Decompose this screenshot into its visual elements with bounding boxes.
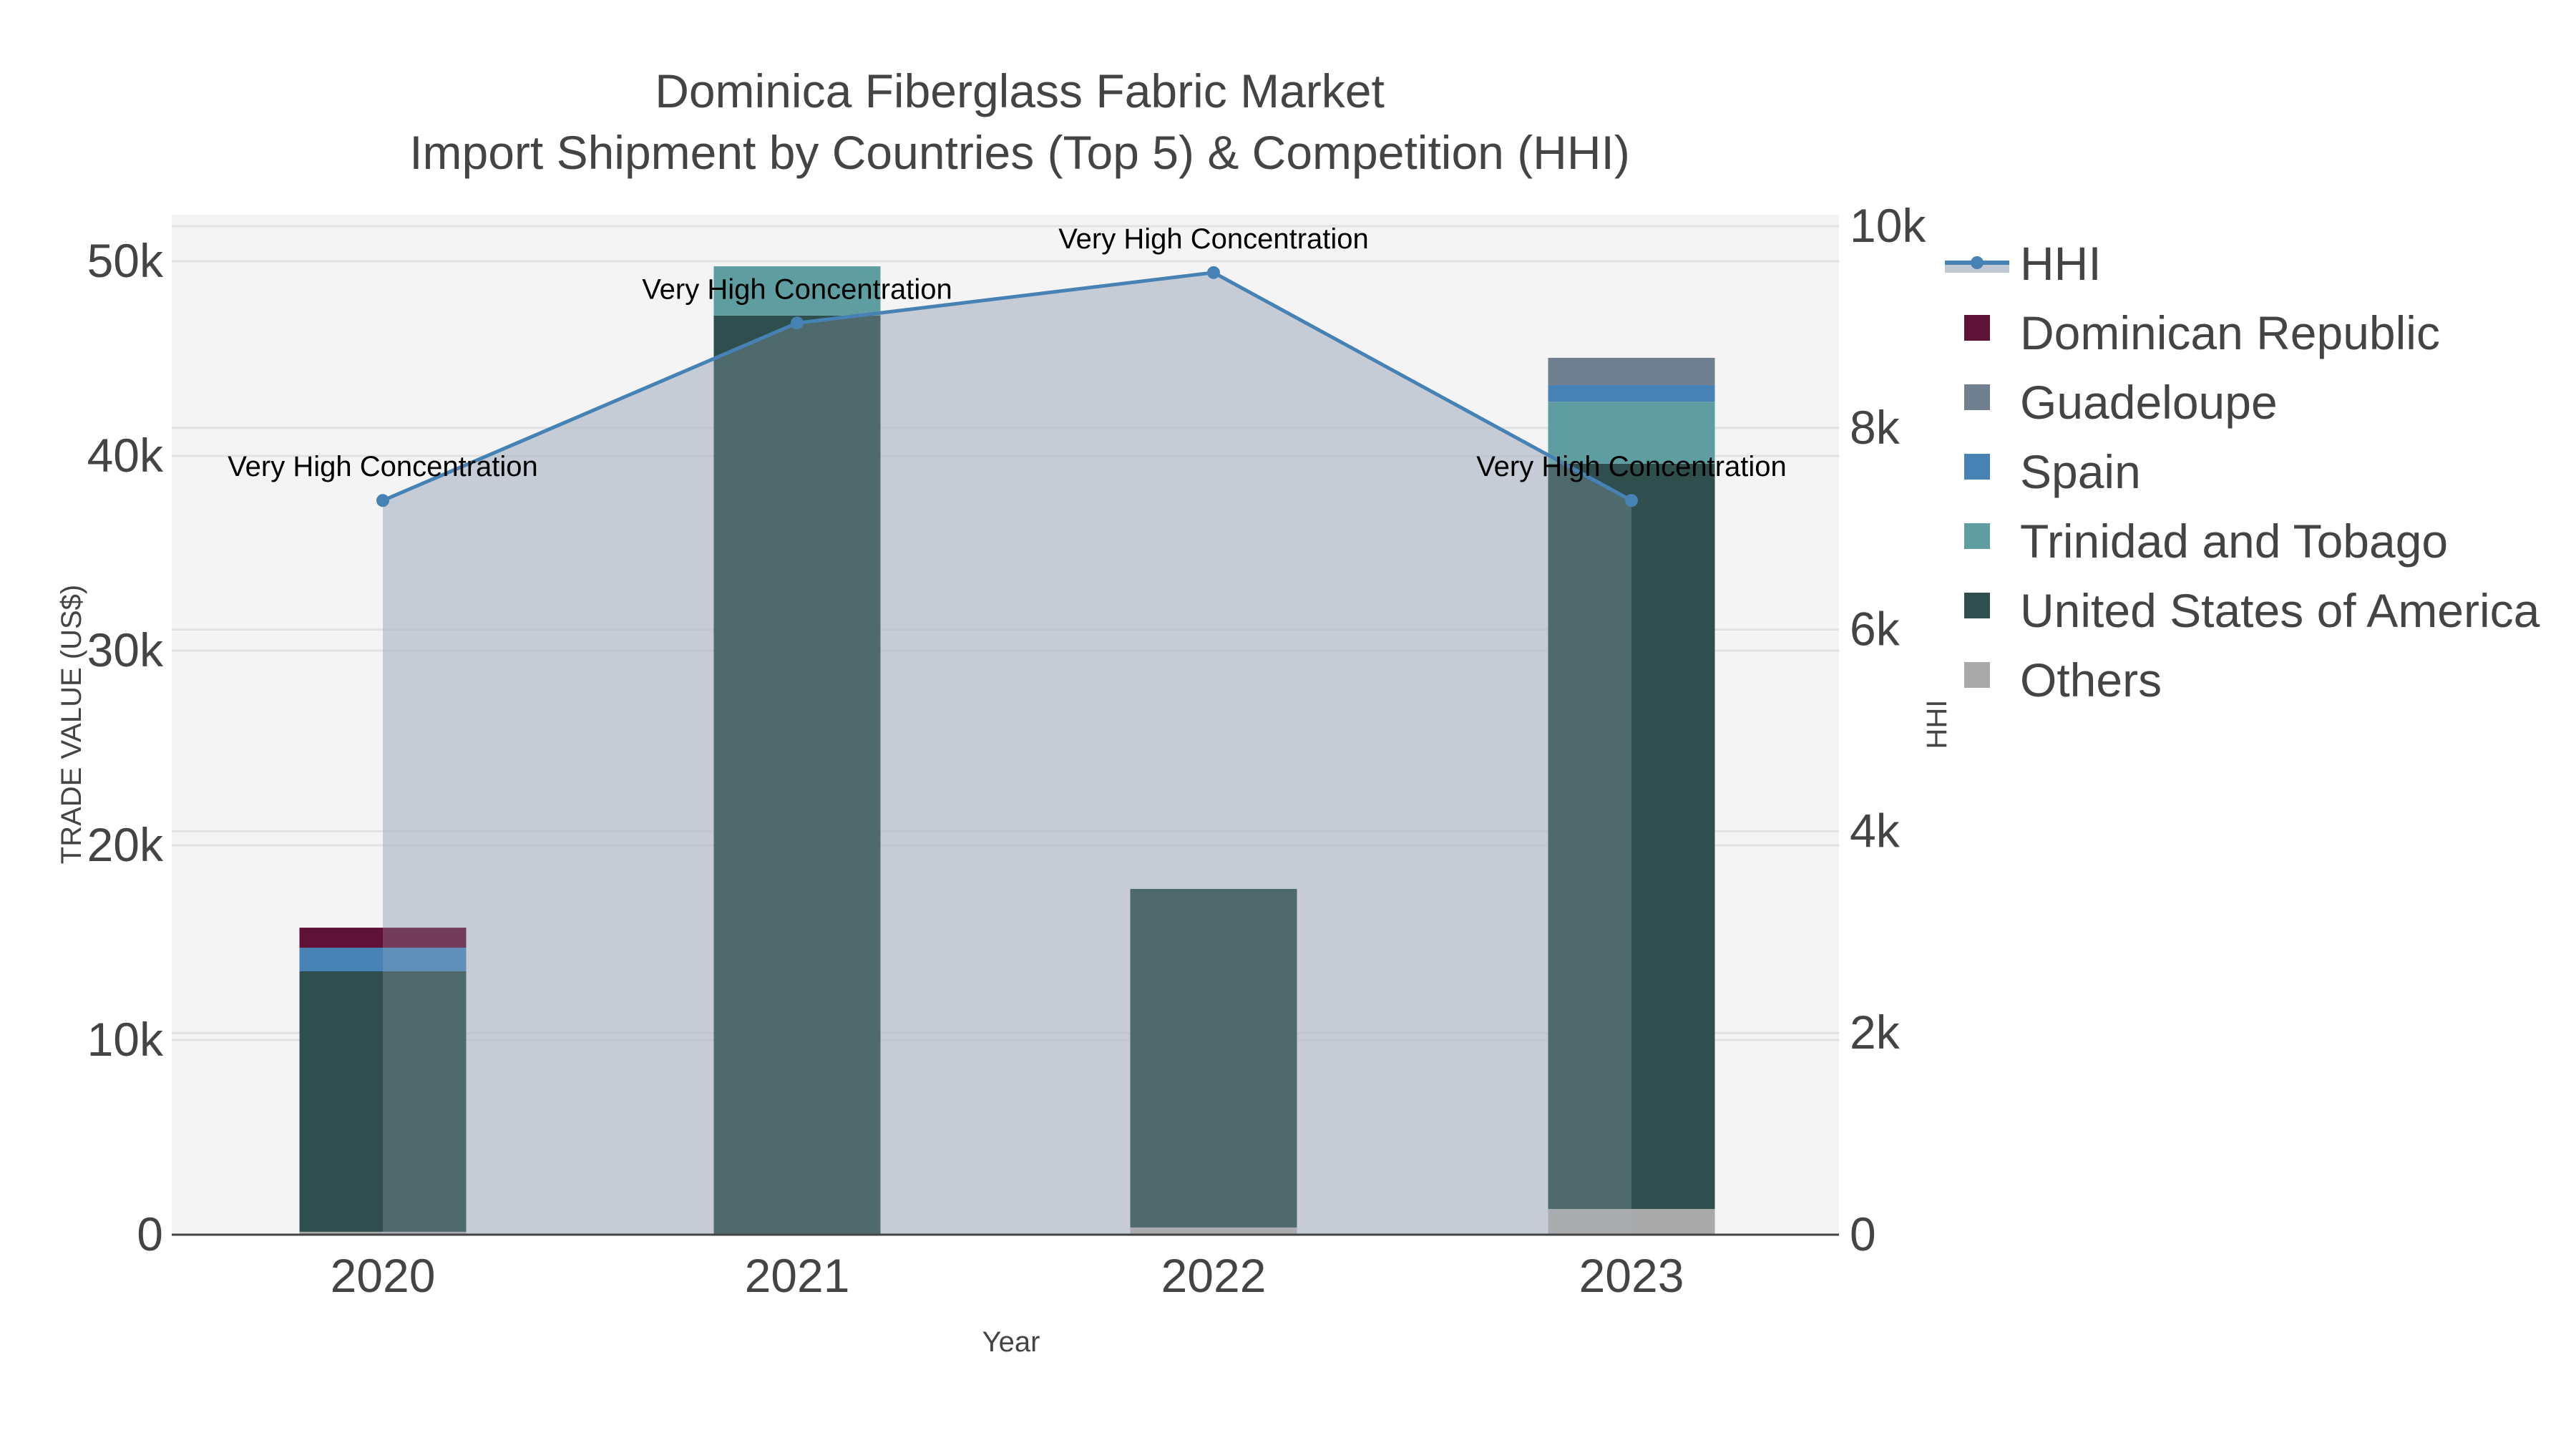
- annotation-2022: Very High Concentration: [1058, 223, 1369, 255]
- bar-stack-2022: [1130, 888, 1297, 1235]
- legend-swatch-icon: [1964, 454, 1990, 480]
- y-left-tick: 10k: [87, 1013, 164, 1066]
- legend-item-dominican-republic[interactable]: Dominican Republic: [1964, 306, 2440, 359]
- hhi-area-overlay: [383, 272, 1631, 1235]
- legend-item-united-states-of-america[interactable]: United States of America: [1964, 584, 2540, 637]
- legend-swatch-icon: [1964, 384, 1990, 410]
- y-left-tick: 30k: [87, 623, 164, 676]
- hhi-line[interactable]: [382, 271, 1633, 502]
- legend-label: Others: [2020, 653, 2162, 706]
- y-left-axis-title: TRADE VALUE (US$): [56, 585, 87, 864]
- legend: HHI Dominican Republic Guadeloupe Spain Trin…: [1945, 237, 2540, 706]
- hhi-markers: [376, 266, 1638, 507]
- hhi-point-2020[interactable]: [376, 494, 389, 507]
- bar-segment-united-states-of-america[interactable]: [713, 315, 881, 1235]
- chart-title: Dominica Fiberglass Fabric Market: [655, 64, 1385, 117]
- legend-label: Trinidad and Tobago: [2020, 515, 2448, 568]
- legend-item-spain[interactable]: Spain: [1964, 445, 2141, 498]
- legend-swatch-icon: [1964, 662, 1990, 688]
- legend-item-others[interactable]: Others: [1964, 653, 2162, 706]
- annotation-2020: Very High Concentration: [228, 451, 538, 482]
- y-left-tick: 0: [137, 1207, 163, 1260]
- bar-segment-spain[interactable]: [1548, 384, 1715, 402]
- legend-swatch-icon: [1964, 593, 1990, 618]
- y-right-tick: 6k: [1850, 603, 1901, 656]
- y-left-tick: 40k: [87, 429, 164, 482]
- legend-label: Dominican Republic: [2020, 306, 2440, 359]
- bar-segment-united-states-of-america[interactable]: [1548, 463, 1715, 1210]
- x-tick: 2022: [1161, 1249, 1267, 1302]
- bar-stack-2023: [1548, 357, 1715, 1235]
- y-right-tick-labels: 0 2k 4k 6k 8k 10k: [1850, 199, 1926, 1260]
- y-right-tick: 10k: [1850, 199, 1926, 252]
- y-right-tick: 0: [1850, 1207, 1876, 1260]
- hhi-point-2021[interactable]: [791, 316, 804, 330]
- bar-segment-dominican-republic[interactable]: [299, 928, 467, 948]
- legend-swatch-icon: [1964, 523, 1990, 549]
- x-axis-title: Year: [982, 1326, 1040, 1358]
- y-left-tick-labels: 0 10k 20k 30k 40k 50k: [87, 234, 164, 1260]
- legend-label: Guadeloupe: [2020, 376, 2278, 429]
- y-left-tick: 50k: [87, 234, 164, 287]
- legend-item-guadeloupe[interactable]: Guadeloupe: [1964, 376, 2278, 429]
- legend-label: HHI: [2020, 237, 2102, 290]
- bar-stack-2020: [299, 928, 467, 1235]
- bar-segment-spain[interactable]: [299, 948, 467, 971]
- x-tick: 2021: [745, 1249, 850, 1302]
- y-right-axis-title: HHI: [1921, 700, 1953, 749]
- bar-segment-united-states-of-america[interactable]: [1130, 888, 1297, 1228]
- hhi-point-2022[interactable]: [1207, 266, 1220, 279]
- bar-segment-trinidad-and-tobago[interactable]: [1548, 402, 1715, 464]
- hhi-area: [383, 272, 1631, 1235]
- y-right-tick: 2k: [1850, 1006, 1901, 1059]
- x-tick: 2020: [331, 1249, 436, 1302]
- legend-marker-icon: [1971, 256, 1984, 269]
- legend-label: Spain: [2020, 445, 2141, 498]
- bar-segment-guadeloupe[interactable]: [1548, 357, 1715, 385]
- annotation-2023: Very High Concentration: [1476, 451, 1787, 482]
- y-right-tick: 4k: [1850, 804, 1901, 857]
- annotation-2021: Very High Concentration: [642, 273, 952, 305]
- bar-segment-united-states-of-america[interactable]: [299, 971, 467, 1232]
- hhi-annotations: Very High Concentration Very High Concent…: [228, 223, 1787, 482]
- legend-label: United States of America: [2020, 584, 2540, 637]
- stacked-bars: [299, 266, 1715, 1235]
- bar-segment-trinidad-and-tobago[interactable]: [713, 266, 881, 316]
- bar-segment-others[interactable]: [299, 1231, 467, 1235]
- bar-segment-others[interactable]: [1130, 1227, 1297, 1235]
- legend-item-trinidad-and-tobago[interactable]: Trinidad and Tobago: [1964, 515, 2448, 568]
- legend-item-hhi[interactable]: HHI: [1945, 237, 2102, 290]
- bar-segment-others[interactable]: [1548, 1209, 1715, 1235]
- bar-stack-2021: [713, 266, 881, 1235]
- y-left-tick: 20k: [87, 818, 164, 871]
- x-tick-labels: 2020 2021 2022 2023: [331, 1249, 1684, 1302]
- chart-subtitle: Import Shipment by Countries (Top 5) & C…: [409, 126, 1630, 179]
- y-right-tick: 8k: [1850, 401, 1901, 454]
- x-tick: 2023: [1579, 1249, 1684, 1302]
- legend-swatch-icon: [1964, 315, 1990, 341]
- hhi-point-2023[interactable]: [1625, 494, 1638, 507]
